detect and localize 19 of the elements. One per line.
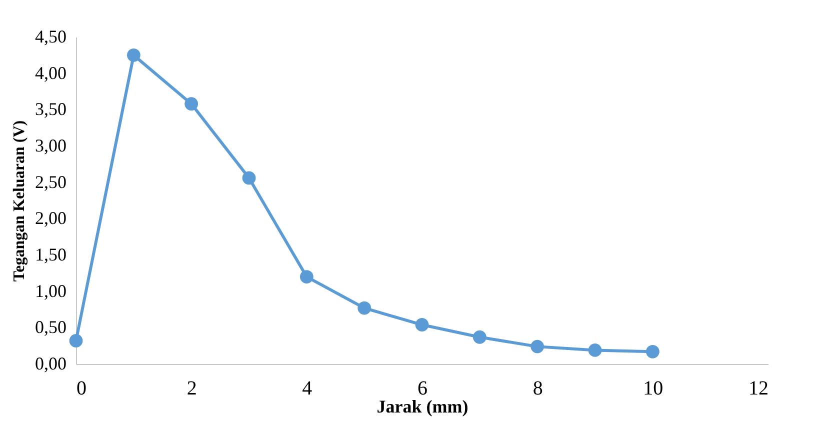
y-tick-label: 1,50 xyxy=(35,244,66,264)
y-tick-label: 2,00 xyxy=(35,208,66,228)
x-axis-title: Jarak (mm) xyxy=(376,396,468,416)
x-tick-label: 2 xyxy=(186,378,197,400)
y-tick-label: 0,00 xyxy=(35,354,66,374)
x-tick-label: 4 xyxy=(302,378,312,400)
y-tick-label: 0,50 xyxy=(35,317,66,338)
x-tick-label: 12 xyxy=(748,378,768,400)
y-tick-label: 3,00 xyxy=(35,136,66,156)
y-tick-label: 4,50 xyxy=(35,26,66,46)
x-tick-label: 8 xyxy=(532,378,543,400)
y-tick-label: 3,50 xyxy=(35,99,66,120)
x-tick-label: 0 xyxy=(76,378,86,400)
x-tick-label: 6 xyxy=(418,378,428,400)
y-axis-title: Tegangan Keluaran (V) xyxy=(11,120,28,282)
y-tick-label: 1,00 xyxy=(35,280,66,301)
y-tick-label: 2,50 xyxy=(35,172,66,192)
y-tick-label: 4,00 xyxy=(35,62,66,83)
x-tick-label: 10 xyxy=(643,378,664,400)
